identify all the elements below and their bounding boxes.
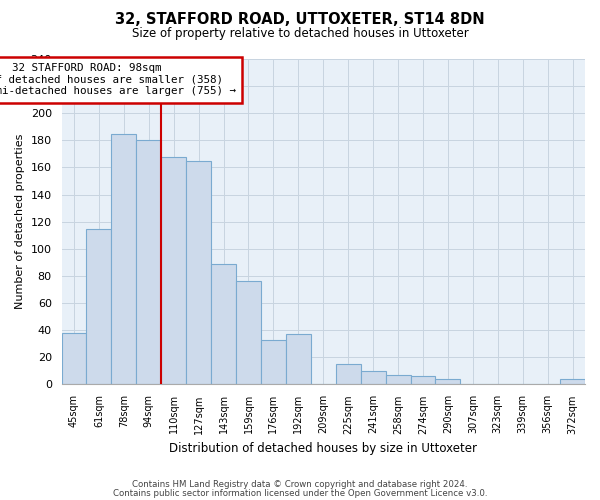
Bar	[86, 228, 112, 384]
Bar	[236, 282, 261, 385]
X-axis label: Distribution of detached houses by size in Uttoxeter: Distribution of detached houses by size …	[169, 442, 477, 455]
Bar	[136, 140, 161, 384]
Bar	[161, 156, 186, 384]
Bar	[386, 375, 410, 384]
Bar	[410, 376, 436, 384]
Bar	[261, 340, 286, 384]
Bar	[186, 160, 211, 384]
Bar	[112, 134, 136, 384]
Text: Size of property relative to detached houses in Uttoxeter: Size of property relative to detached ho…	[131, 28, 469, 40]
Text: 32, STAFFORD ROAD, UTTOXETER, ST14 8DN: 32, STAFFORD ROAD, UTTOXETER, ST14 8DN	[115, 12, 485, 28]
Bar	[62, 333, 86, 384]
Bar	[361, 371, 386, 384]
Text: Contains HM Land Registry data © Crown copyright and database right 2024.: Contains HM Land Registry data © Crown c…	[132, 480, 468, 489]
Bar	[286, 334, 311, 384]
Bar	[436, 379, 460, 384]
Bar	[211, 264, 236, 384]
Text: Contains public sector information licensed under the Open Government Licence v3: Contains public sector information licen…	[113, 488, 487, 498]
Bar	[560, 379, 585, 384]
Bar	[336, 364, 361, 384]
Y-axis label: Number of detached properties: Number of detached properties	[15, 134, 25, 310]
Text: 32 STAFFORD ROAD: 98sqm
← 32% of detached houses are smaller (358)
67% of semi-d: 32 STAFFORD ROAD: 98sqm ← 32% of detache…	[0, 63, 236, 96]
